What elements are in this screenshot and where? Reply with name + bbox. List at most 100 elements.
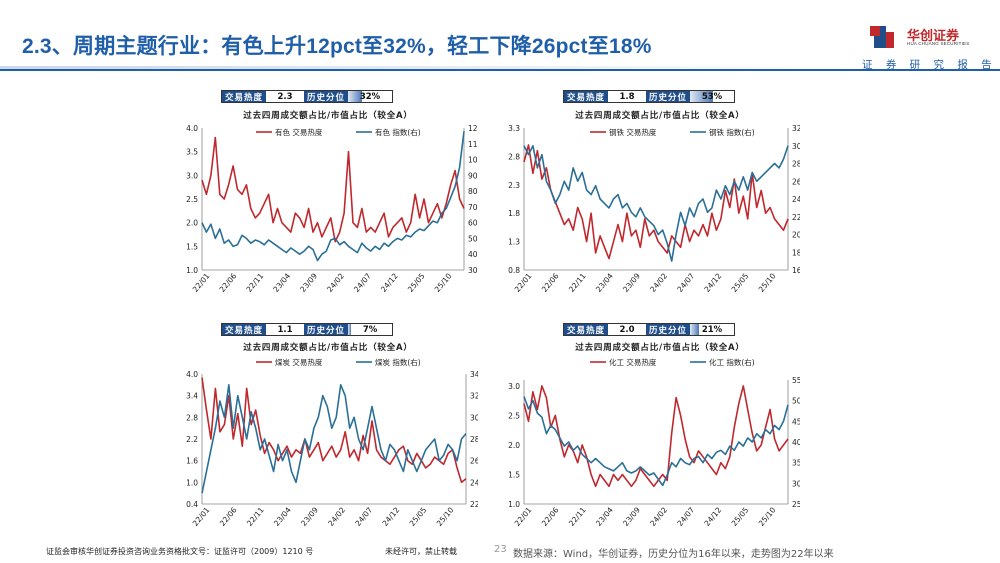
x-tick: 24/12	[703, 505, 724, 528]
x-tick: 25/10	[435, 505, 456, 528]
legend-label: 煤炭 交易热度	[275, 357, 323, 367]
x-tick: 24/02	[326, 505, 347, 528]
logo-subtitle: HUA CHUANG SECURITIES	[907, 41, 970, 46]
x-tick: 25/05	[730, 505, 751, 528]
series-line-heat	[201, 136, 465, 243]
y-tick-left: 2.2	[186, 435, 198, 444]
footer-notice: 未经许可，禁止转载	[385, 547, 457, 556]
y-tick-left: 4.0	[186, 124, 198, 133]
y-tick-right: 5000	[792, 397, 800, 406]
x-tick: 24/02	[648, 271, 669, 294]
pct-fill	[348, 324, 352, 335]
heat-label: 交易热度	[564, 91, 609, 103]
chart-title: 过去四周成交额占比/市值占比（较全A）	[575, 343, 745, 353]
heat-value: 2.3	[266, 91, 305, 102]
x-tick: 22/11	[245, 505, 266, 528]
series-line-heat	[523, 385, 789, 488]
x-tick: 25/05	[408, 505, 429, 528]
x-tick: 22/06	[540, 271, 561, 294]
y-tick-left: 2.5	[508, 411, 520, 420]
x-tick: 23/04	[594, 505, 615, 528]
y-tick-right: 3400	[470, 370, 478, 379]
y-tick-right: 4500	[792, 417, 800, 426]
y-tick-left: 1.0	[186, 266, 198, 275]
y-tick-left: 3.4	[186, 392, 198, 401]
x-tick: 22/11	[245, 271, 266, 294]
x-tick: 23/09	[621, 271, 642, 294]
chart-chemical: 3.0 2.5 2.0 1.5 1.0 5500 5000 4500 4000 3500 3000 2…	[508, 357, 800, 528]
x-tick: 23/09	[298, 271, 319, 294]
y-tick-left: 1.6	[186, 457, 198, 466]
x-tick: 25/10	[757, 505, 778, 528]
x-tick: 22/06	[540, 505, 561, 528]
heat-value: 1.8	[608, 91, 647, 102]
y-tick-right: 11000	[468, 140, 478, 149]
y-tick-right: 4000	[468, 250, 478, 259]
logo-name: 华创证券	[907, 29, 960, 44]
y-tick-left: 2.0	[508, 441, 520, 450]
stat-bar: 交易热度 1.8 历史分位 53%	[563, 90, 736, 103]
x-tick: 23/09	[299, 505, 320, 528]
y-tick-right: 2000	[792, 231, 800, 240]
y-tick-left: 2.5	[186, 195, 198, 204]
heat-value: 2.0	[608, 324, 647, 335]
x-tick: 24/02	[648, 505, 669, 528]
y-tick-right: 2400	[470, 478, 478, 487]
series-line-heat	[201, 377, 467, 484]
header-divider	[0, 69, 1000, 71]
y-tick-left: 0.4	[186, 500, 198, 509]
y-tick-right: 8000	[468, 187, 478, 196]
y-tick-left: 3.5	[186, 148, 198, 157]
pct-value: 53%	[690, 91, 734, 102]
chart-nonferrous: 4.0 3.5 3.0 2.5 2.0 1.5 1.0 12000 11000 10000 9000…	[186, 124, 478, 294]
chart-title: 过去四周成交额占比/市值占比（较全A）	[575, 111, 745, 121]
y-tick-right: 5500	[792, 376, 800, 385]
y-tick-right: 2600	[792, 177, 800, 186]
pct-value: 7%	[348, 324, 392, 335]
y-tick-left: 1.5	[508, 470, 520, 479]
pct-value: 32%	[348, 91, 392, 102]
x-tick: 25/05	[730, 271, 751, 294]
y-tick-right: 2400	[792, 195, 800, 204]
x-tick: 25/10	[757, 271, 778, 294]
logo-icon	[870, 26, 894, 48]
pct-fill	[690, 91, 714, 102]
y-tick-left: 1.3	[508, 238, 520, 247]
y-tick-right: 7000	[468, 203, 478, 212]
footer-license: 证监会审核华创证券投资咨询业务资格批文号：证监许可（2009）1210 号	[46, 547, 314, 556]
x-tick: 22/11	[567, 271, 588, 294]
y-tick-right: 6000	[468, 219, 478, 228]
y-tick-right: 3000	[792, 142, 800, 151]
y-tick-right: 3000	[792, 479, 800, 488]
y-tick-right: 2200	[470, 500, 478, 509]
pct-label: 历史分位	[646, 91, 691, 103]
pct-fill	[348, 91, 363, 102]
y-tick-left: 1.0	[186, 478, 198, 487]
y-tick-right: 5000	[468, 234, 478, 243]
series-line-index	[201, 383, 467, 494]
chart-coal: 4.0 3.4 2.8 2.2 1.6 1.0 0.4 3400 3200 3000 2800 260…	[186, 357, 478, 528]
page-number: 23	[494, 544, 507, 555]
pct-label: 历史分位	[646, 324, 691, 336]
x-tick: 24/02	[325, 271, 346, 294]
y-tick-left: 3.0	[508, 382, 520, 391]
y-tick-left: 3.3	[508, 124, 520, 133]
y-tick-right: 2600	[470, 457, 478, 466]
x-tick: 23/04	[272, 505, 293, 528]
pct-label: 历史分位	[304, 324, 349, 336]
x-tick: 25/05	[406, 271, 427, 294]
stat-bar: 交易热度 1.1 历史分位 7%	[221, 323, 394, 336]
chart-panel-steel: 交易热度 1.8 历史分位 53% 过去四周成交额占比/市值占比（较全A） 3.…	[500, 88, 800, 303]
x-tick: 24/12	[381, 505, 402, 528]
y-tick-right: 1800	[792, 248, 800, 257]
x-tick: 22/06	[218, 505, 239, 528]
y-tick-left: 1.0	[508, 500, 520, 509]
series-line-index	[201, 131, 465, 262]
chart-title: 过去四周成交额占比/市值占比（较全A）	[243, 343, 413, 353]
y-tick-left: 3.0	[186, 171, 198, 180]
x-tick: 24/07	[353, 505, 374, 528]
legend-label: 有色 交易热度	[275, 127, 323, 137]
chart-panel-coal: 交易热度 1.1 历史分位 7% 过去四周成交额占比/市值占比（较全A） 4.0…	[178, 322, 478, 537]
legend-label: 化工 指数(右)	[709, 357, 755, 367]
y-tick-right: 3500	[792, 459, 800, 468]
